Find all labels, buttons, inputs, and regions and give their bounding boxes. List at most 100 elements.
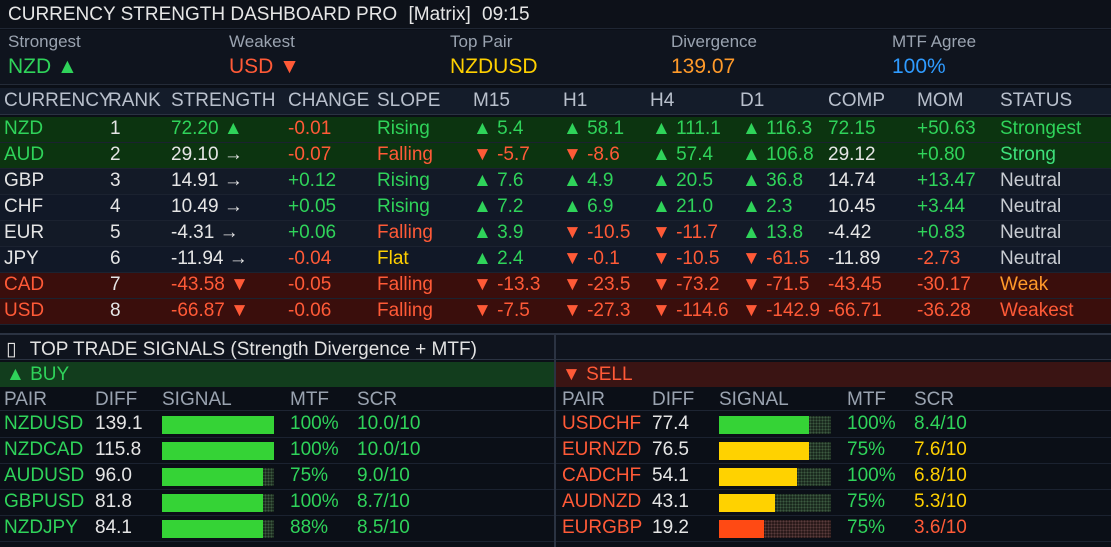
cell-rank: 5 bbox=[110, 222, 121, 243]
signal-row[interactable]: GBPUSD 81.8 100% 8.7/10 bbox=[0, 490, 554, 516]
col-status[interactable]: STATUS bbox=[1000, 90, 1073, 111]
cell-mtf: 100% bbox=[290, 413, 339, 434]
cell-scr: 3.6/10 bbox=[914, 517, 967, 538]
signal-row[interactable]: AUDNZD 43.1 75% 5.3/10 bbox=[556, 490, 1111, 516]
signal-bar-fill bbox=[719, 468, 798, 486]
table-row[interactable]: AUD 2 29.10 → -0.07 Falling ▼ -5.7 ▼ -8.… bbox=[0, 143, 1111, 169]
col-mom[interactable]: MOM bbox=[917, 90, 964, 111]
col-mtf: MTF bbox=[290, 389, 330, 410]
signal-bar bbox=[162, 494, 274, 512]
cell-comp: 14.74 bbox=[828, 170, 876, 191]
cell-mom: -2.73 bbox=[917, 248, 961, 269]
mode-label: [Matrix] bbox=[408, 4, 471, 25]
cell-currency: EUR bbox=[4, 222, 45, 243]
cell-h4: ▲ 57.4 bbox=[652, 144, 714, 165]
cell-currency: GBP bbox=[4, 170, 45, 191]
cell-mtf: 100% bbox=[290, 439, 339, 460]
matrix-header: CURRENCY RANK STRENGTH CHANGE SLOPE M15 … bbox=[0, 88, 1111, 115]
table-row[interactable]: NZD 1 72.20 ▲ -0.01 Rising ▲ 5.4 ▲ 58.1 … bbox=[0, 117, 1111, 143]
signal-bar bbox=[719, 442, 831, 460]
col-rank[interactable]: RANK bbox=[108, 90, 161, 111]
cell-diff: 77.4 bbox=[652, 413, 689, 434]
signal-row[interactable]: CADCHF 54.1 100% 6.8/10 bbox=[556, 464, 1111, 490]
col-strength[interactable]: STRENGTH bbox=[171, 90, 276, 111]
sell-subheader: PAIR DIFF SIGNAL MTF SCR bbox=[556, 388, 1111, 411]
col-currency[interactable]: CURRENCY bbox=[4, 90, 112, 111]
col-scr: SCR bbox=[914, 389, 955, 410]
table-row[interactable]: CAD 7 -43.58 ▼ -0.05 Falling ▼ -13.3 ▼ -… bbox=[0, 273, 1111, 299]
cell-h1: ▲ 58.1 bbox=[563, 118, 625, 139]
signals-title-text: TOP TRADE SIGNALS (Strength Divergence +… bbox=[29, 339, 477, 360]
cell-strength: -43.58 ▼ bbox=[171, 274, 249, 295]
app-title: CURRENCY STRENGTH DASHBOARD PRO bbox=[8, 4, 398, 25]
cell-diff: 54.1 bbox=[652, 465, 689, 486]
cell-m15: ▼ -13.3 bbox=[473, 274, 541, 295]
cell-pair: EURGBP bbox=[562, 517, 643, 538]
table-row[interactable]: EUR 5 -4.31 → +0.06 Falling ▲ 3.9 ▼ -10.… bbox=[0, 221, 1111, 247]
signal-bar bbox=[719, 520, 831, 538]
cell-m15: ▲ 3.9 bbox=[473, 222, 524, 243]
metric-value: 100% bbox=[892, 55, 946, 78]
panel-icon: ▯ bbox=[6, 339, 17, 360]
buy-panel: ▲ BUY PAIR DIFF SIGNAL MTF SCR NZDUSD 139… bbox=[0, 362, 554, 547]
cell-d1: ▲ 116.3 bbox=[742, 118, 813, 139]
cell-comp: 72.15 bbox=[828, 118, 876, 139]
col-pair: PAIR bbox=[4, 389, 47, 410]
col-d1[interactable]: D1 bbox=[740, 90, 765, 111]
clock-time: 09:15 bbox=[482, 4, 530, 25]
cell-m15: ▲ 5.4 bbox=[473, 118, 524, 139]
cell-h4: ▲ 111.1 bbox=[652, 118, 721, 139]
cell-change: -0.07 bbox=[288, 144, 332, 165]
signal-bar-fill bbox=[162, 416, 274, 434]
cell-mom: -36.28 bbox=[917, 300, 971, 321]
col-signal: SIGNAL bbox=[719, 389, 789, 410]
signal-row[interactable]: AUDUSD 96.0 75% 9.0/10 bbox=[0, 464, 554, 490]
cell-m15: ▲ 2.4 bbox=[473, 248, 524, 269]
cell-diff: 139.1 bbox=[95, 413, 143, 434]
signal-row[interactable]: EURGBP 19.2 75% 3.6/10 bbox=[556, 516, 1111, 542]
col-change[interactable]: CHANGE bbox=[288, 90, 370, 111]
cell-strength: 14.91 → bbox=[171, 170, 243, 191]
cell-strength: 72.20 ▲ bbox=[171, 118, 243, 139]
cell-scr: 8.7/10 bbox=[357, 491, 410, 512]
signal-row[interactable]: NZDCAD 115.8 100% 10.0/10 bbox=[0, 438, 554, 464]
signal-bar-fill bbox=[719, 520, 764, 538]
col-slope[interactable]: SLOPE bbox=[377, 90, 441, 111]
cell-mtf: 100% bbox=[847, 413, 896, 434]
col-m15[interactable]: M15 bbox=[473, 90, 510, 111]
metric-top-pair: Top Pair NZDUSD bbox=[450, 32, 538, 79]
signal-row[interactable]: NZDUSD 139.1 100% 10.0/10 bbox=[0, 412, 554, 438]
col-comp[interactable]: COMP bbox=[828, 90, 885, 111]
signal-bar bbox=[162, 416, 274, 434]
cell-d1: ▼ -71.5 bbox=[742, 274, 810, 295]
metric-strongest: Strongest NZD ▲ bbox=[8, 32, 81, 79]
cell-scr: 8.5/10 bbox=[357, 517, 410, 538]
signal-row[interactable]: NZDJPY 84.1 88% 8.5/10 bbox=[0, 516, 554, 542]
table-row[interactable]: CHF 4 10.49 → +0.05 Rising ▲ 7.2 ▲ 6.9 ▲… bbox=[0, 195, 1111, 221]
signal-bar-fill bbox=[719, 416, 809, 434]
col-signal: SIGNAL bbox=[162, 389, 232, 410]
cell-mom: +13.47 bbox=[917, 170, 976, 191]
cell-pair: GBPUSD bbox=[4, 491, 85, 512]
cell-currency: USD bbox=[4, 300, 45, 321]
cell-rank: 4 bbox=[110, 196, 121, 217]
signal-row[interactable]: USDCHF 77.4 100% 8.4/10 bbox=[556, 412, 1111, 438]
cell-m15: ▲ 7.6 bbox=[473, 170, 524, 191]
cell-comp: -66.71 bbox=[828, 300, 882, 321]
signal-row[interactable]: EURNZD 76.5 75% 7.6/10 bbox=[556, 438, 1111, 464]
col-h1[interactable]: H1 bbox=[563, 90, 588, 111]
table-row[interactable]: USD 8 -66.87 ▼ -0.06 Falling ▼ -7.5 ▼ -2… bbox=[0, 299, 1111, 325]
col-h4[interactable]: H4 bbox=[650, 90, 675, 111]
cell-h1: ▼ -27.3 bbox=[563, 300, 631, 321]
metric-mtf-agree: MTF Agree 100% bbox=[892, 32, 976, 79]
cell-diff: 96.0 bbox=[95, 465, 132, 486]
cell-change: -0.01 bbox=[288, 118, 332, 139]
table-row[interactable]: JPY 6 -11.94 → -0.04 Flat ▲ 2.4 ▼ -0.1 ▼… bbox=[0, 247, 1111, 273]
table-row[interactable]: GBP 3 14.91 → +0.12 Rising ▲ 7.6 ▲ 4.9 ▲… bbox=[0, 169, 1111, 195]
cell-comp: -11.89 bbox=[828, 248, 881, 269]
buy-subheader: PAIR DIFF SIGNAL MTF SCR bbox=[0, 388, 554, 411]
cell-status: Weak bbox=[1000, 274, 1049, 295]
cell-scr: 10.0/10 bbox=[357, 413, 421, 434]
signal-bar bbox=[162, 468, 274, 486]
cell-scr: 6.8/10 bbox=[914, 465, 967, 486]
